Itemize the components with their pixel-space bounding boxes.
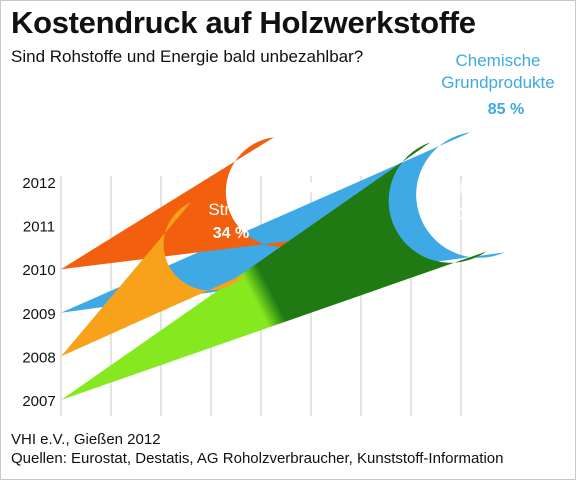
data-label-strom: 34 % bbox=[213, 225, 249, 242]
y-tick-label: 2010 bbox=[22, 262, 55, 279]
comet-nadelholz bbox=[61, 142, 487, 400]
y-tick-label: 2008 bbox=[22, 349, 55, 366]
sources-line: Quellen: Eurostat, Destatis, AG Roholzve… bbox=[11, 450, 504, 467]
y-tick-label: 2009 bbox=[22, 306, 55, 323]
series-label-nadelholz: industrieholz bbox=[416, 178, 517, 198]
series-label-rohoel: Rohöl bbox=[293, 154, 337, 173]
series-label-strom: Strom bbox=[208, 200, 253, 219]
series-label-chemie: Grundprodukte bbox=[441, 73, 554, 92]
y-tick-label: 2007 bbox=[22, 393, 55, 410]
chart-title: Kostendruck auf Holzwerkstoffe bbox=[11, 5, 476, 40]
comet-rohoel bbox=[61, 137, 310, 270]
comet-chemie bbox=[61, 132, 505, 313]
chart-subtitle: Sind Rohstoffe und Energie bald unbezahl… bbox=[11, 47, 364, 66]
y-tick-label: 2011 bbox=[23, 219, 55, 236]
data-label-nadelholz: 81 % bbox=[449, 206, 485, 223]
data-label-rohoel: 50 % bbox=[296, 180, 332, 197]
source-line: VHI e.V., Gießen 2012 bbox=[11, 431, 161, 448]
series-label-nadelholz: Nadel- bbox=[442, 154, 495, 174]
comet-strom bbox=[61, 202, 245, 357]
series-label-chemie: Chemische bbox=[455, 51, 540, 70]
y-tick-label: 2012 bbox=[22, 175, 55, 192]
data-label-chemie: 85 % bbox=[488, 101, 524, 118]
